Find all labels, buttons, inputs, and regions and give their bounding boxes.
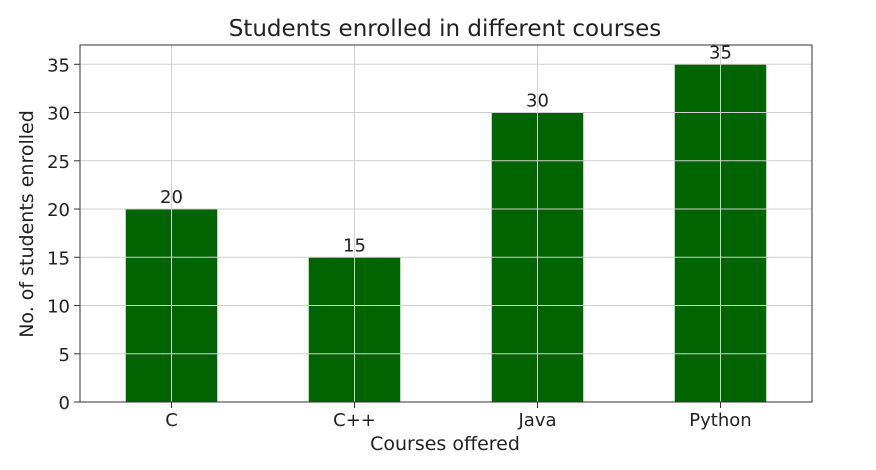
bar-value-label: 15 <box>343 235 366 256</box>
y-axis-label: No. of students enrolled <box>16 110 38 338</box>
y-tick-label: 20 <box>47 200 70 221</box>
x-tick-label: C++ <box>333 410 376 431</box>
y-tick-label: 15 <box>47 248 70 269</box>
chart-title: Students enrolled in different courses <box>229 16 662 42</box>
y-tick-label: 0 <box>59 393 70 414</box>
x-tick-label: Java <box>517 410 556 431</box>
y-tick-label: 25 <box>47 152 70 173</box>
y-tick-label: 35 <box>47 55 70 76</box>
bar-value-label: 35 <box>709 42 732 63</box>
y-tick-label: 5 <box>59 345 70 366</box>
bar-value-label: 20 <box>160 187 183 208</box>
y-tick-label: 10 <box>47 297 70 318</box>
plot-area: 0 5 10 15 20 25 30 35 C C++ Java Python 20 15 30 35 <box>47 42 813 431</box>
x-tick-label: Python <box>689 410 751 431</box>
bar-value-label: 30 <box>526 91 549 112</box>
x-axis-label: Courses offered <box>370 433 520 455</box>
plot-frame <box>79 44 813 403</box>
x-tick-label: C <box>165 410 178 431</box>
y-tick-label: 30 <box>47 104 70 125</box>
